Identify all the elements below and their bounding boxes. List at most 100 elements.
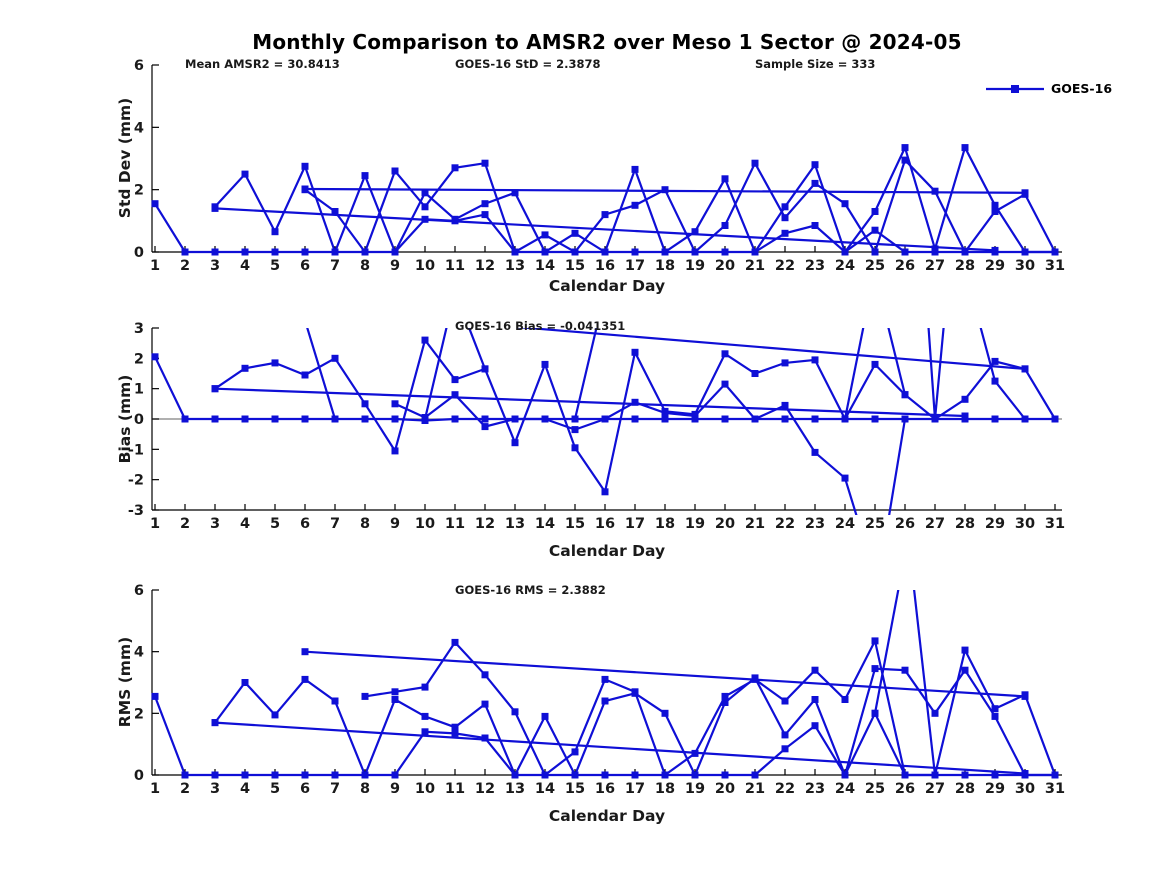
data-point-marker: [421, 189, 429, 197]
legend-label: GOES-16: [1051, 81, 1113, 96]
data-point-marker: [481, 200, 489, 208]
data-point-marker: [901, 771, 909, 779]
data-point-marker: [511, 248, 519, 256]
data-point-marker: [271, 359, 279, 367]
y-tick-label: 0: [134, 245, 144, 261]
x-tick-label: 14: [535, 258, 555, 274]
x-tick-label: 2: [180, 258, 190, 274]
x-tick-label: 29: [985, 516, 1005, 532]
series-line: [304, 650, 1026, 698]
x-tick-label: 20: [715, 516, 735, 532]
data-point-marker: [391, 771, 399, 779]
data-point-marker: [601, 248, 609, 256]
data-point-marker: [991, 246, 999, 254]
data-point-marker: [901, 156, 909, 164]
data-point-marker: [961, 646, 969, 654]
data-point-marker: [211, 385, 219, 393]
data-point-marker: [961, 395, 969, 403]
data-point-marker: [481, 415, 489, 423]
x-tick-label: 16: [595, 516, 615, 532]
data-point-marker: [541, 248, 549, 256]
data-point-marker: [811, 696, 819, 703]
data-point-marker: [991, 705, 999, 713]
data-point-marker: [871, 415, 879, 423]
legend-line-sample: [986, 84, 1044, 93]
data-point-marker: [871, 665, 879, 673]
x-tick-label: 12: [475, 258, 495, 274]
series-line: [306, 328, 337, 420]
data-point-marker: [211, 771, 219, 779]
x-tick-label: 12: [475, 781, 495, 797]
data-point-marker: [1021, 189, 1029, 197]
data-point-marker: [361, 172, 369, 180]
series-line: [873, 590, 900, 714]
data-point-marker: [901, 415, 909, 423]
data-point-marker: [391, 415, 399, 423]
series-line: [843, 328, 865, 420]
x-tick-label: 17: [625, 781, 645, 797]
data-point-marker: [991, 377, 999, 385]
series-line: [423, 328, 487, 420]
data-point-marker: [601, 488, 609, 496]
data-point-marker: [631, 688, 639, 696]
data-point-marker: [301, 675, 309, 683]
series-line: [304, 158, 1056, 255]
data-point-marker: [481, 159, 489, 167]
x-tick-label: 15: [565, 781, 585, 797]
data-point-marker: [511, 189, 519, 197]
data-point-marker: [661, 248, 669, 256]
data-point-marker: [391, 400, 399, 408]
x-tick-label: 14: [535, 516, 555, 532]
data-point-marker: [631, 201, 639, 209]
legend: GOES-16: [985, 81, 1112, 96]
data-point-marker: [181, 415, 189, 423]
x-tick-label: 5: [270, 516, 280, 532]
x-tick-label: 7: [330, 781, 340, 797]
data-point-marker: [511, 771, 519, 779]
data-point-marker: [541, 360, 549, 368]
x-tick-label: 9: [390, 781, 400, 797]
data-point-marker: [811, 356, 819, 364]
y-tick-label: 2: [134, 706, 144, 722]
x-tick-label: 27: [925, 781, 945, 797]
data-point-marker: [721, 222, 729, 229]
x-tick-label: 1: [150, 516, 160, 532]
figure-title: Monthly Comparison to AMSR2 over Meso 1 …: [252, 30, 962, 54]
x-tick-label: 24: [835, 781, 855, 797]
data-point-marker: [751, 248, 759, 256]
data-point-marker: [301, 415, 309, 423]
data-point-marker: [751, 415, 759, 423]
y-axis-label-std-dev: Std Dev (mm): [116, 97, 134, 219]
x-tick-label: 28: [955, 781, 975, 797]
x-tick-label: 20: [715, 258, 735, 274]
data-point-marker: [991, 208, 999, 215]
data-point-marker: [781, 203, 789, 211]
data-point-marker: [301, 771, 309, 779]
data-point-marker: [811, 448, 819, 456]
x-tick-label: 21: [745, 781, 765, 797]
x-tick-label: 18: [655, 516, 675, 532]
data-point-marker: [451, 723, 459, 731]
data-point-marker: [931, 415, 939, 423]
series-line: [913, 590, 937, 776]
data-point-marker: [961, 144, 969, 152]
data-point-marker: [421, 203, 429, 211]
x-tick-label: 27: [925, 516, 945, 532]
data-point-marker: [211, 204, 219, 212]
data-point-marker: [331, 354, 339, 362]
data-point-marker: [481, 211, 489, 219]
data-point-marker: [241, 170, 249, 178]
data-point-marker: [541, 771, 549, 779]
data-point-marker: [601, 771, 609, 779]
x-tick-label: 22: [775, 516, 795, 532]
data-point-marker: [1021, 692, 1029, 700]
data-point-marker: [691, 771, 699, 779]
x-tick-label: 29: [985, 781, 1005, 797]
data-point-marker: [871, 226, 879, 234]
series-line: [154, 203, 1055, 254]
x-tick-label: 8: [360, 258, 370, 274]
x-tick-label: 15: [565, 258, 585, 274]
series-line: [887, 328, 907, 395]
x-tick-label: 16: [595, 781, 615, 797]
